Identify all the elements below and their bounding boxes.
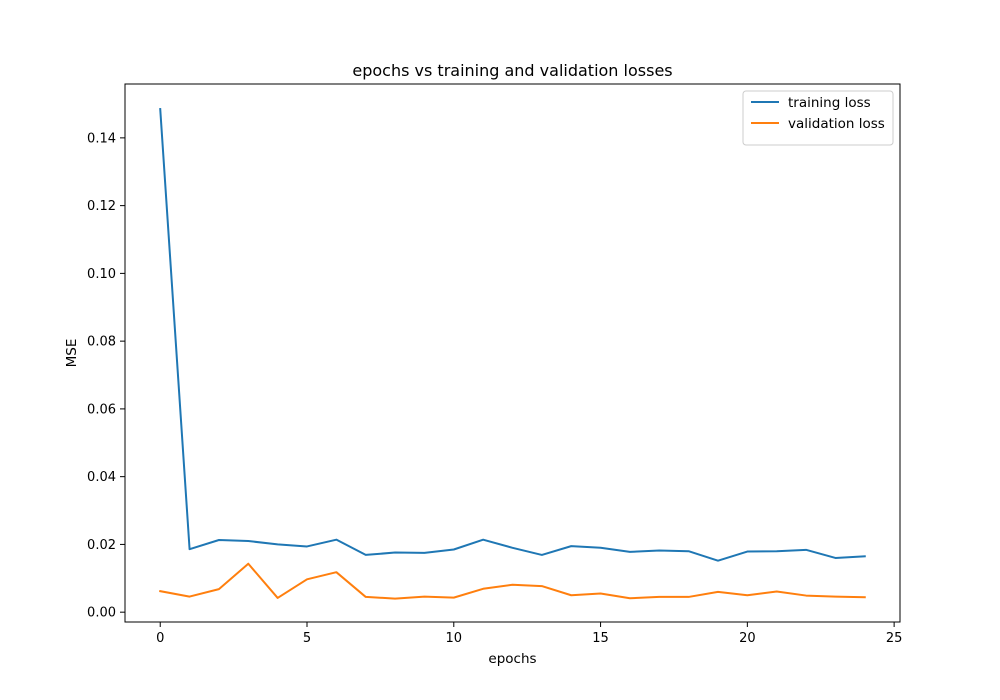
series-line-training-loss — [159, 108, 866, 562]
x-tick-label: 0 — [156, 631, 164, 646]
chart-title: epochs vs training and validation losses — [352, 61, 672, 80]
y-tick-label: 0.10 — [87, 267, 116, 282]
y-axis: 0.00 0.02 0.04 0.06 0.08 0.10 0.12 0.14 — [87, 131, 125, 621]
x-tick-label: 20 — [739, 631, 756, 646]
legend-label-training-loss: training loss — [788, 95, 871, 111]
y-tick-label: 0.06 — [87, 402, 116, 417]
y-tick-label: 0.02 — [87, 538, 116, 553]
series-layer — [159, 108, 866, 600]
x-tick-label: 5 — [303, 631, 311, 646]
plot-frame — [124, 83, 901, 623]
series-line-validation-loss — [159, 562, 866, 600]
y-tick-label: 0.08 — [87, 335, 116, 350]
y-tick-label: 0.12 — [87, 199, 116, 214]
x-tick-label: 15 — [592, 631, 609, 646]
x-axis-label: epochs — [488, 651, 536, 667]
y-tick-label: 0.00 — [87, 606, 116, 621]
y-tick-label: 0.14 — [87, 131, 116, 146]
y-axis-label: MSE — [64, 339, 80, 368]
x-tick-label: 10 — [446, 631, 463, 646]
legend-label-validation-loss: validation loss — [788, 116, 885, 132]
y-tick-label: 0.04 — [87, 470, 116, 485]
x-axis: 0 5 10 15 20 25 — [156, 622, 902, 646]
legend: training loss validation loss — [742, 90, 894, 146]
x-tick-label: 25 — [886, 631, 903, 646]
legend-box — [742, 90, 894, 146]
